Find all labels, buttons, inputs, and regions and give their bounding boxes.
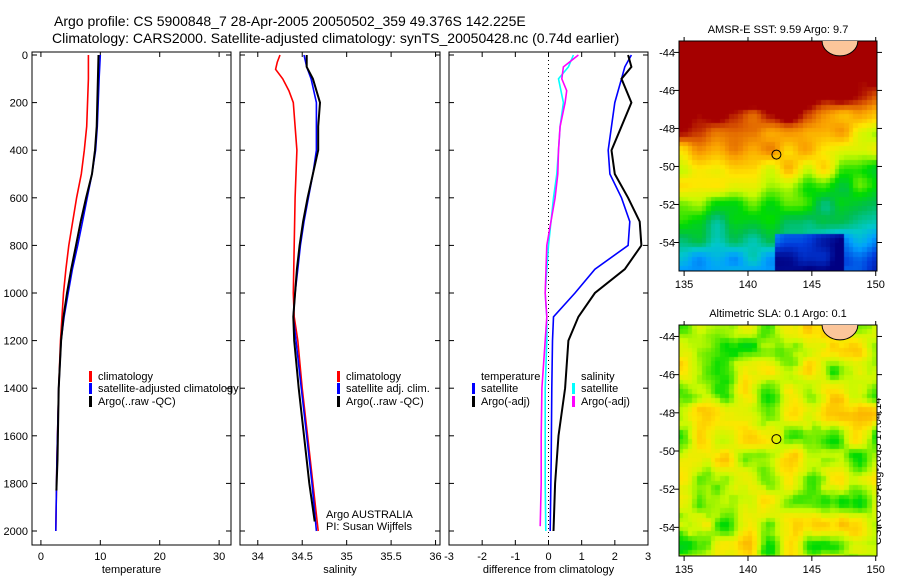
x-axis-label: salinity	[323, 564, 357, 576]
legend-label: climatology	[346, 371, 402, 383]
y-tick-label: -50	[659, 161, 675, 173]
plot-frame	[448, 51, 649, 546]
x-tick-label: 35	[341, 551, 353, 563]
profile-line-salinity-argo-adj-	[539, 54, 579, 527]
legend-label: satellite adj. clim.	[346, 383, 430, 395]
y-tick-label: -54	[659, 237, 675, 249]
legend-swatch	[337, 396, 340, 407]
legend-label: Argo(..raw -QC)	[346, 396, 424, 408]
y-tick-label: 200	[10, 98, 28, 110]
y-tick-label: -48	[659, 123, 675, 135]
y-tick-label: 1200	[4, 336, 28, 348]
x-tick-label: -1	[510, 551, 520, 563]
x-tick-label: 2	[612, 551, 618, 563]
y-tick-label: -52	[659, 199, 675, 211]
y-tick-label: -44	[659, 331, 675, 343]
profile-line-argo-raw-qc-	[55, 54, 100, 491]
y-tick-label: -50	[659, 446, 675, 458]
legend-label: satellite-adjusted climatology	[98, 383, 239, 395]
sla-map-heatmap	[679, 325, 877, 556]
legend-label: salinity	[581, 371, 615, 383]
figure-title-line1: Argo profile: CS 5900848_7 28-Apr-2005 2…	[54, 13, 526, 29]
profile-line-climatology	[274, 54, 319, 532]
plot-frame	[31, 51, 232, 546]
legend-swatch	[89, 383, 92, 394]
x-tick-label: -2	[477, 551, 487, 563]
map-title: AMSR-E SST: 9.59 Argo: 9.7	[708, 24, 849, 36]
x-tick-label: 3	[645, 551, 651, 563]
x-tick-label: 0	[38, 551, 44, 563]
float-position-marker	[771, 149, 782, 160]
legend-swatch	[472, 383, 475, 394]
float-position-marker	[771, 434, 782, 445]
x-tick-label: 1	[579, 551, 585, 563]
legend-swatch	[472, 396, 475, 407]
profile-line-temperature-argo-adj-	[552, 54, 643, 532]
y-tick-label: 400	[10, 145, 28, 157]
land-outline	[821, 40, 859, 57]
sst-map-heatmap	[679, 41, 877, 271]
x-tick-label: 0	[545, 551, 551, 563]
x-tick-label: 140	[739, 279, 757, 291]
x-tick-label: 145	[803, 279, 821, 291]
legend-swatch	[89, 396, 92, 407]
map-frame	[678, 324, 878, 557]
x-tick-label: 36	[429, 551, 441, 563]
legend-label: satellite	[581, 383, 618, 395]
legend-label: temperature	[481, 371, 540, 383]
x-tick-label: 34	[252, 551, 264, 563]
legend-swatch	[572, 383, 575, 394]
x-tick-label: 35.5	[380, 551, 401, 563]
plot-frame	[239, 51, 441, 546]
x-tick-label: 150	[867, 279, 885, 291]
credit-line: Argo AUSTRALIA	[326, 509, 413, 521]
x-tick-label: 10	[94, 551, 106, 563]
legend-swatch	[572, 396, 575, 407]
legend-swatch	[337, 383, 340, 394]
x-tick-label: 145	[803, 564, 821, 576]
y-tick-label: -52	[659, 484, 675, 496]
map-title: Altimetric SLA: 0.1 Argo: 0.1	[709, 308, 847, 320]
legend-swatch	[337, 371, 340, 382]
x-axis-label: temperature	[102, 564, 161, 576]
y-tick-label: 1400	[4, 383, 28, 395]
legend-label: satellite	[481, 383, 518, 395]
y-tick-label: -46	[659, 85, 675, 97]
x-tick-label: 34.5	[292, 551, 313, 563]
legend-swatch	[89, 371, 92, 382]
y-tick-label: -46	[659, 370, 675, 382]
x-tick-label: 135	[675, 279, 693, 291]
x-tick-label: -3	[444, 551, 454, 563]
map-frame	[678, 40, 878, 272]
y-tick-label: 1600	[4, 431, 28, 443]
x-tick-label: 150	[867, 564, 885, 576]
y-tick-label: -44	[659, 47, 675, 59]
profile-line-satellite-adjusted-climatology	[55, 54, 102, 532]
y-tick-label: 2000	[4, 526, 28, 538]
x-tick-label: 30	[213, 551, 225, 563]
legend-label: Argo(..raw -QC)	[98, 396, 176, 408]
figure-title-line2: Climatology: CARS2000. Satellite-adjuste…	[52, 30, 620, 46]
x-tick-label: 140	[739, 564, 757, 576]
legend-label: climatology	[98, 371, 154, 383]
x-tick-label: 20	[154, 551, 166, 563]
profile-line-argo-raw-qc-	[292, 55, 322, 522]
profile-line-satellite-adj-clim-	[292, 54, 318, 532]
y-tick-label: 800	[10, 240, 28, 252]
y-tick-label: 0	[22, 50, 28, 62]
y-tick-label: -54	[659, 522, 675, 534]
x-tick-label: 135	[675, 564, 693, 576]
x-axis-label: difference from climatology	[483, 564, 615, 576]
credit-line: PI: Susan Wijffels	[326, 521, 412, 533]
profile-line-climatology	[55, 55, 90, 532]
y-tick-label: 1800	[4, 478, 28, 490]
y-tick-label: -48	[659, 408, 675, 420]
y-tick-label: 1000	[4, 288, 28, 300]
legend-label: Argo(-adj)	[581, 396, 630, 408]
profile-line-temperature-satellite	[549, 54, 633, 532]
legend-label: Argo(-adj)	[481, 396, 530, 408]
y-tick-label: 600	[10, 193, 28, 205]
land-outline	[821, 324, 859, 341]
